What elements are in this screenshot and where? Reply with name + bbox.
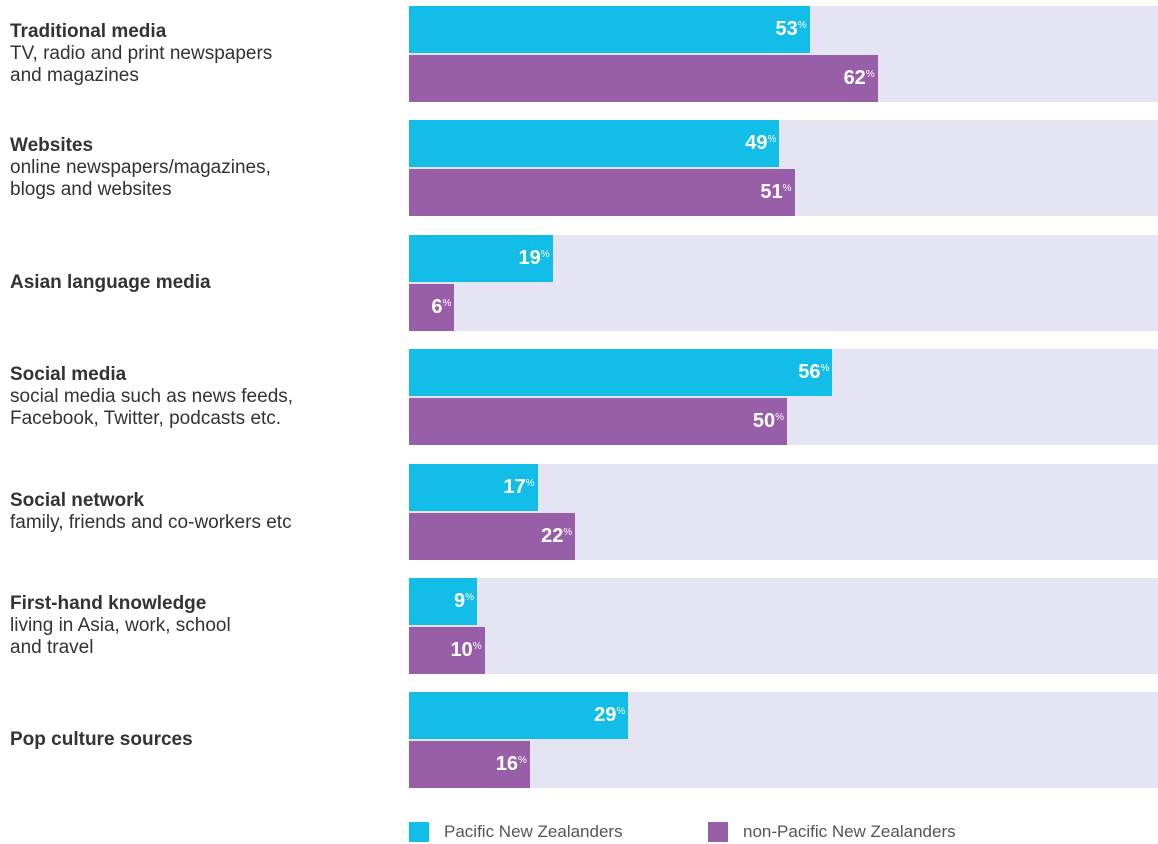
bar: 53%	[409, 6, 810, 53]
category-description: blogs and websites	[10, 179, 172, 201]
category-description: social media such as news feeds,	[10, 386, 294, 408]
category-title: Asian language media	[10, 271, 211, 293]
category-label: Websites online newspapers/magazines, blog…	[10, 120, 400, 216]
value-label: 56%	[798, 361, 830, 384]
legend-swatch	[708, 822, 728, 842]
category-description: and travel	[10, 637, 94, 658]
bar: 62%	[409, 55, 878, 102]
category-label: Asian language media	[10, 235, 400, 331]
bar: 22%	[409, 512, 576, 560]
category-description: and magazines	[10, 65, 139, 86]
bar: 16%	[409, 741, 530, 789]
value-label: 17%	[503, 475, 535, 498]
category-title: Websites	[10, 135, 94, 157]
bar: 50%	[409, 398, 787, 446]
category-description: Facebook, Twitter, podcasts etc.	[10, 408, 282, 430]
value-label: 62%	[843, 67, 875, 89]
value-label: 6%	[431, 295, 452, 318]
category-label: Traditional media TV, radio and print new…	[10, 6, 400, 102]
category-title: Traditional media	[10, 21, 167, 42]
legend-swatch	[409, 822, 429, 842]
category-label: Social network family, friends and co-wor…	[10, 464, 400, 560]
category-label: Social media social media such as news fe…	[10, 349, 400, 445]
bar: 9%	[409, 578, 478, 625]
track	[409, 578, 1158, 674]
value-label: 50%	[752, 410, 784, 433]
legend-label: Pacific New Zealanders	[444, 822, 623, 841]
value-label: 22%	[541, 524, 573, 547]
category-description: family, friends and co-workers etc	[10, 511, 292, 533]
category-description: TV, radio and print newspapers	[10, 43, 273, 64]
bar: 56%	[409, 349, 833, 397]
value-label: 10%	[450, 639, 482, 661]
legend-label: non-Pacific New Zealanders	[743, 822, 956, 841]
category-title: First-hand knowledge	[10, 593, 207, 614]
value-label: 53%	[775, 18, 807, 40]
value-label: 51%	[760, 181, 792, 204]
category-label: Pop culture sources	[10, 692, 400, 788]
category-label: First-hand knowledge living in Asia, work…	[10, 578, 400, 674]
value-label: 19%	[518, 246, 550, 269]
bar: 29%	[409, 692, 629, 740]
category-title: Social network	[10, 489, 145, 511]
category-description: living in Asia, work, school	[10, 615, 231, 636]
value-label: 49%	[745, 132, 777, 155]
bar: 49%	[409, 120, 780, 168]
bar: 51%	[409, 169, 795, 217]
bar: 19%	[409, 234, 553, 282]
value-label: 29%	[594, 704, 626, 727]
category-title: Pop culture sources	[10, 729, 193, 751]
value-label: 16%	[495, 753, 527, 776]
category-description: online newspapers/magazines,	[10, 157, 271, 179]
bar: 6%	[409, 283, 455, 331]
bar: 10%	[409, 627, 485, 674]
bar: 17%	[409, 463, 538, 511]
category-title: Social media	[10, 364, 127, 386]
value-label: 9%	[454, 590, 475, 612]
